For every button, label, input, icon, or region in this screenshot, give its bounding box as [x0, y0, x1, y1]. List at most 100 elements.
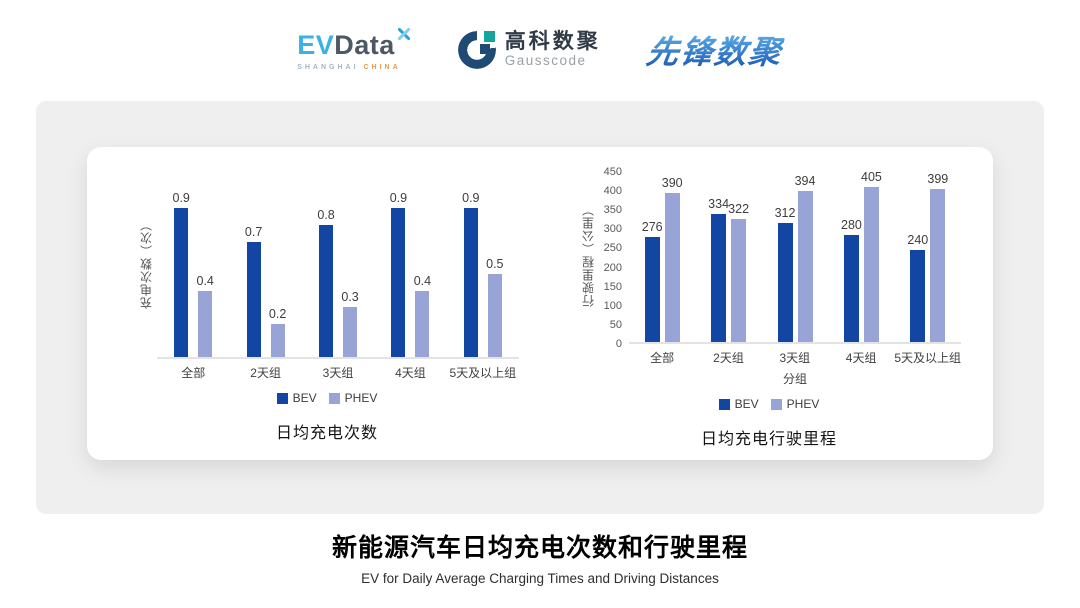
- bar-wrap: 280: [841, 218, 862, 342]
- category-label: 3天组: [322, 366, 354, 380]
- bar-bev: [174, 208, 189, 357]
- bev-swatch: [276, 392, 288, 404]
- bar-value-label: 390: [661, 176, 683, 190]
- bar-phev: [930, 189, 946, 342]
- bar-wrap: 322: [728, 202, 749, 342]
- bar-value-label: 0.4: [196, 274, 214, 288]
- bar-value-label: 334: [708, 197, 730, 211]
- bar-value-label: 0.9: [172, 191, 190, 205]
- category-label: 全部: [650, 351, 675, 365]
- legend-item-bev: BEV: [718, 397, 759, 411]
- bar-value-label: 0.9: [462, 191, 480, 205]
- chart-title: 日均充电次数: [275, 425, 378, 442]
- bar-group: 240 399: [895, 167, 961, 342]
- evdata-wordmark: EV Data: [297, 30, 412, 61]
- category-label: 全部: [181, 366, 206, 380]
- x-axis-labels: 全部 2天组 3天组 4天组 5天及以上组: [157, 364, 519, 381]
- bar-group: 0.8 0.3: [302, 169, 374, 357]
- chart-body: 行驶里程（公里） 0 50 100 150 200 250 300 350 400 450 276…: [577, 166, 961, 387]
- bar-value-label: 280: [840, 218, 862, 232]
- legend-item-bev: BEV: [276, 391, 317, 405]
- y-tick-label: 350: [603, 204, 622, 217]
- y-tick-label: 100: [603, 299, 622, 312]
- bar-group: 334 322: [695, 167, 761, 342]
- bar-phev: [415, 291, 430, 357]
- category-label: 2天组: [250, 366, 281, 380]
- plot-column: 0.9 0.4 0.7 0.2 0.8 0.3 0.9 0.4 0.9 0.5 全部 2天组 3天组 4…: [157, 169, 519, 381]
- bar-wrap: 0.9: [462, 191, 480, 357]
- bar-wrap: 0.5: [486, 257, 504, 357]
- bev-swatch: [718, 398, 730, 410]
- bar-bev: [246, 242, 261, 357]
- logo-row: EV Data SHANGHAI CHINA 高科数聚 Gausscode 先锋数…: [0, 18, 1080, 82]
- bar-phev: [487, 274, 502, 357]
- y-tick-label: 300: [603, 223, 622, 236]
- bar-wrap: 0.9: [173, 191, 190, 357]
- bar-wrap: 240: [907, 233, 928, 342]
- bar-value-label: 322: [728, 202, 750, 216]
- evdata-shanghai-text: SHANGHAI: [297, 63, 359, 71]
- phev-swatch: [328, 392, 340, 404]
- evdata-china-text: CHINA: [363, 63, 401, 71]
- bar-bev: [843, 235, 859, 342]
- page-title: 新能源汽车日均充电次数和行驶里程: [331, 534, 748, 562]
- chart-driving-distance: 行驶里程（公里） 0 50 100 150 200 250 300 350 400 450 276…: [559, 147, 979, 460]
- category-label: 4天组: [845, 351, 877, 365]
- bar-value-label: 0.7: [244, 225, 263, 239]
- plot-area: 276 390 334 322 312 394 280 405 240 399: [629, 167, 961, 344]
- bar-phev: [198, 291, 213, 357]
- bar-phev: [863, 187, 879, 342]
- bar-value-label: 0.9: [389, 191, 408, 205]
- gausscode-cn-text: 高科数聚: [504, 30, 601, 54]
- bar-wrap: 0.4: [197, 274, 214, 357]
- bar-bev: [319, 225, 334, 357]
- bar-bev: [644, 237, 660, 342]
- bar-bev: [910, 250, 926, 342]
- evdata-x-icon: [396, 26, 412, 42]
- bar-wrap: 312: [775, 206, 795, 342]
- y-axis-title: 行驶里程（公里）: [581, 203, 596, 308]
- chart-card: 充电次数（次） 0.9 0.4 0.7 0.2 0.8 0.3 0.9 0.4 0.9 0.5 全…: [87, 147, 993, 460]
- bev-label: BEV: [292, 391, 317, 405]
- bar-wrap: 0.4: [414, 274, 431, 357]
- bar-value-label: 0.2: [268, 307, 287, 321]
- y-tick-label: 150: [603, 280, 622, 293]
- y-tick-label: 50: [609, 318, 622, 331]
- bar-phev: [731, 219, 747, 342]
- bar-phev: [343, 307, 358, 357]
- bar-group: 0.7 0.2: [229, 169, 301, 357]
- bar-phev: [270, 324, 285, 357]
- bar-bev: [711, 214, 727, 342]
- category-label: 4天组: [395, 366, 426, 380]
- gausscode-logo: 高科数聚 Gausscode: [457, 31, 601, 69]
- y-tick-label: 200: [603, 261, 622, 274]
- gausscode-text: 高科数聚 Gausscode: [505, 31, 601, 68]
- bar-value-label: 276: [641, 220, 663, 234]
- bar-group: 276 390: [629, 167, 695, 342]
- bar-phev: [797, 191, 813, 342]
- category-label: 3天组: [779, 351, 811, 365]
- category-label: 5天及以上组: [894, 351, 961, 365]
- plot-area: 0.9 0.4 0.7 0.2 0.8 0.3 0.9 0.4 0.9 0.5: [157, 169, 519, 359]
- xianfeng-logo: 先锋数聚: [644, 27, 786, 73]
- bar-value-label: 394: [794, 174, 816, 188]
- legend-item-phev: PHEV: [328, 391, 377, 405]
- bar-group: 0.9 0.5: [447, 169, 519, 357]
- bar-group: 0.9 0.4: [157, 169, 229, 357]
- y-axis-title: 充电次数（次）: [139, 218, 154, 310]
- bar-wrap: 399: [927, 172, 948, 342]
- chart-title: 日均充电行驶里程: [700, 431, 837, 448]
- evdata-logo: EV Data SHANGHAI CHINA: [297, 30, 412, 71]
- x-axis-title: 分组: [782, 372, 807, 386]
- bar-wrap: 0.2: [269, 307, 286, 357]
- bar-value-label: 312: [774, 206, 796, 220]
- bar-value-label: 240: [907, 233, 929, 247]
- bar-value-label: 0.5: [486, 257, 504, 271]
- y-axis-ticks: 0 50 100 150 200 250 300 350 400 450: [599, 166, 629, 350]
- legend: BEV PHEV: [718, 397, 819, 411]
- bar-wrap: 0.9: [390, 191, 407, 357]
- gausscode-en-text: Gausscode: [504, 53, 587, 69]
- chart-charging-times: 充电次数（次） 0.9 0.4 0.7 0.2 0.8 0.3 0.9 0.4 0.9 0.5 全…: [101, 147, 553, 460]
- legend: BEV PHEV: [276, 391, 377, 405]
- chart-panel: 充电次数（次） 0.9 0.4 0.7 0.2 0.8 0.3 0.9 0.4 0.9 0.5 全…: [36, 101, 1044, 514]
